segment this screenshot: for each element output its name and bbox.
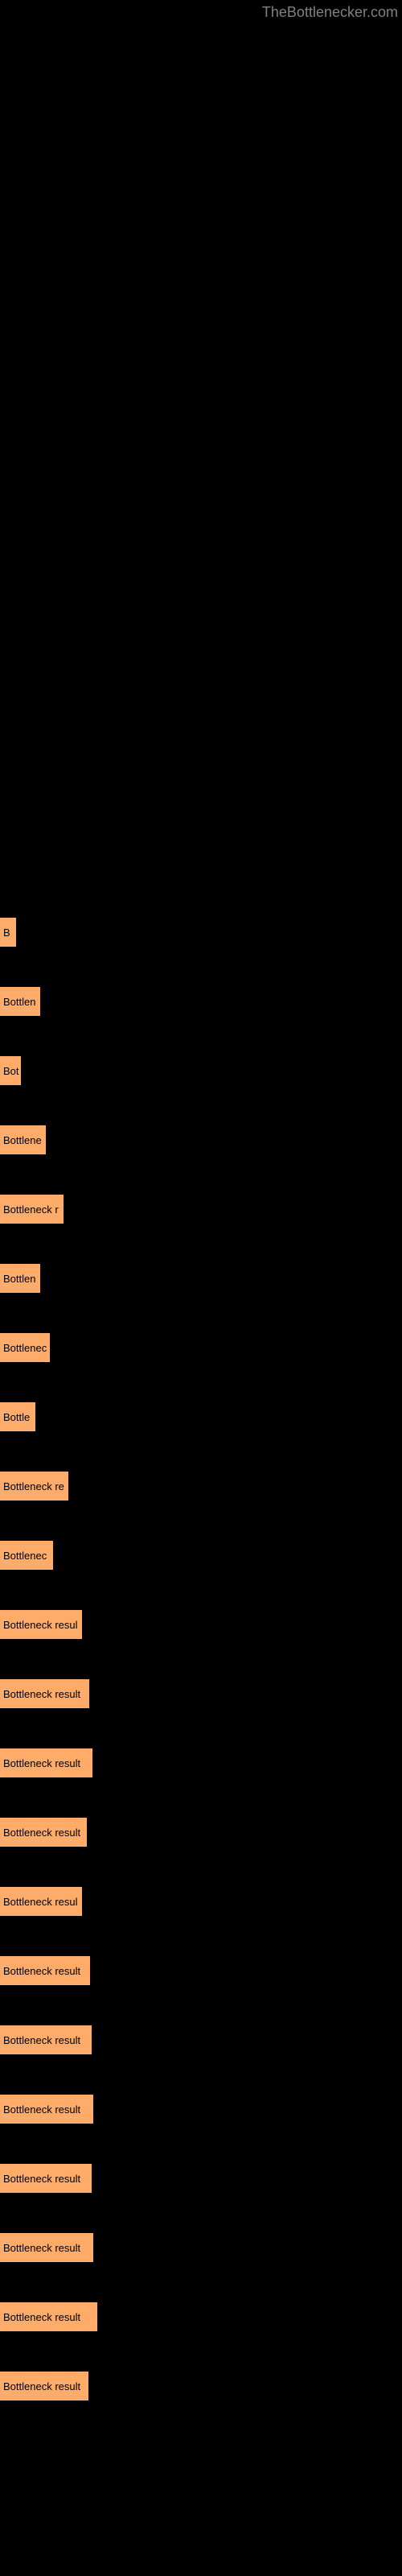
bar: Bottleneck result bbox=[0, 2164, 92, 2193]
bar-label: Bottleneck result bbox=[3, 2242, 80, 2254]
bar-label: B bbox=[3, 927, 10, 939]
bar-row: Bottleneck result bbox=[0, 1818, 402, 1847]
bar-row: Bot bbox=[0, 1056, 402, 1085]
bar-label: Bottleneck r bbox=[3, 1203, 59, 1216]
bar-label: Bottleneck result bbox=[3, 1965, 80, 1977]
bar-label: Bottleneck resul bbox=[3, 1896, 78, 1908]
bar-label: Bottleneck result bbox=[3, 2173, 80, 2185]
bar-label: Bottle bbox=[3, 1411, 30, 1423]
bar-row: Bottle bbox=[0, 1402, 402, 1431]
bar: Bottleneck result bbox=[0, 2025, 92, 2054]
bar: Bottleneck result bbox=[0, 1748, 92, 1777]
bar: Bottleneck result bbox=[0, 1956, 90, 1985]
bar-label: Bottlen bbox=[3, 996, 35, 1008]
bar-row: B bbox=[0, 918, 402, 947]
bar: Bottlene bbox=[0, 1125, 46, 1154]
bar: Bottleneck result bbox=[0, 2095, 93, 2124]
bar: Bottleneck re bbox=[0, 1472, 68, 1501]
bar-label: Bottleneck result bbox=[3, 2034, 80, 2046]
bar-row: Bottleneck resul bbox=[0, 1887, 402, 1916]
bar-chart: B Bottlen Bot Bottlene Bottleneck r Bottlen Bo… bbox=[0, 918, 402, 2441]
bar-row: Bottleneck result bbox=[0, 2372, 402, 2401]
bar-label: Bottlene bbox=[3, 1134, 42, 1146]
bar-label: Bottleneck re bbox=[3, 1480, 64, 1492]
bar: Bottleneck result bbox=[0, 1679, 89, 1708]
watermark-text: TheBottlenecker.com bbox=[262, 4, 398, 21]
bar-label: Bottleneck result bbox=[3, 1757, 80, 1769]
bar-row: Bottleneck r bbox=[0, 1195, 402, 1224]
bar: Bottleneck resul bbox=[0, 1887, 82, 1916]
bar: Bot bbox=[0, 1056, 21, 1085]
bar: Bottlenec bbox=[0, 1333, 50, 1362]
bar: Bottleneck result bbox=[0, 2302, 97, 2331]
bar: Bottlen bbox=[0, 1264, 40, 1293]
bar-row: Bottleneck result bbox=[0, 2025, 402, 2054]
bar: Bottlenec bbox=[0, 1541, 53, 1570]
bar-label: Bottleneck result bbox=[3, 1827, 80, 1839]
bar: B bbox=[0, 918, 16, 947]
bar-label: Bottleneck result bbox=[3, 1688, 80, 1700]
bar-row: Bottleneck result bbox=[0, 2302, 402, 2331]
bar: Bottleneck r bbox=[0, 1195, 64, 1224]
bar-label: Bottlenec bbox=[3, 1550, 47, 1562]
bar: Bottleneck result bbox=[0, 2372, 88, 2401]
bar-label: Bottleneck result bbox=[3, 2311, 80, 2323]
bar-row: Bottleneck result bbox=[0, 1679, 402, 1708]
bar-label: Bottleneck result bbox=[3, 2103, 80, 2116]
bar-label: Bot bbox=[3, 1065, 19, 1077]
bar-row: Bottleneck result bbox=[0, 2095, 402, 2124]
bar: Bottleneck result bbox=[0, 2233, 93, 2262]
bar-row: Bottleneck result bbox=[0, 2164, 402, 2193]
bar-row: Bottlenec bbox=[0, 1541, 402, 1570]
bar-row: Bottleneck result bbox=[0, 2233, 402, 2262]
bar: Bottlen bbox=[0, 987, 40, 1016]
bar: Bottleneck result bbox=[0, 1818, 87, 1847]
bar-label: Bottleneck result bbox=[3, 2380, 80, 2392]
bar-row: Bottleneck result bbox=[0, 1748, 402, 1777]
bar-row: Bottlen bbox=[0, 1264, 402, 1293]
bar: Bottleneck resul bbox=[0, 1610, 82, 1639]
bar-row: Bottleneck result bbox=[0, 1956, 402, 1985]
bar-row: Bottlen bbox=[0, 987, 402, 1016]
bar-row: Bottleneck re bbox=[0, 1472, 402, 1501]
bar-row: Bottleneck resul bbox=[0, 1610, 402, 1639]
bar-label: Bottlenec bbox=[3, 1342, 47, 1354]
bar: Bottle bbox=[0, 1402, 35, 1431]
bar-label: Bottlen bbox=[3, 1273, 35, 1285]
bar-row: Bottlene bbox=[0, 1125, 402, 1154]
bar-label: Bottleneck resul bbox=[3, 1619, 78, 1631]
bar-row: Bottlenec bbox=[0, 1333, 402, 1362]
